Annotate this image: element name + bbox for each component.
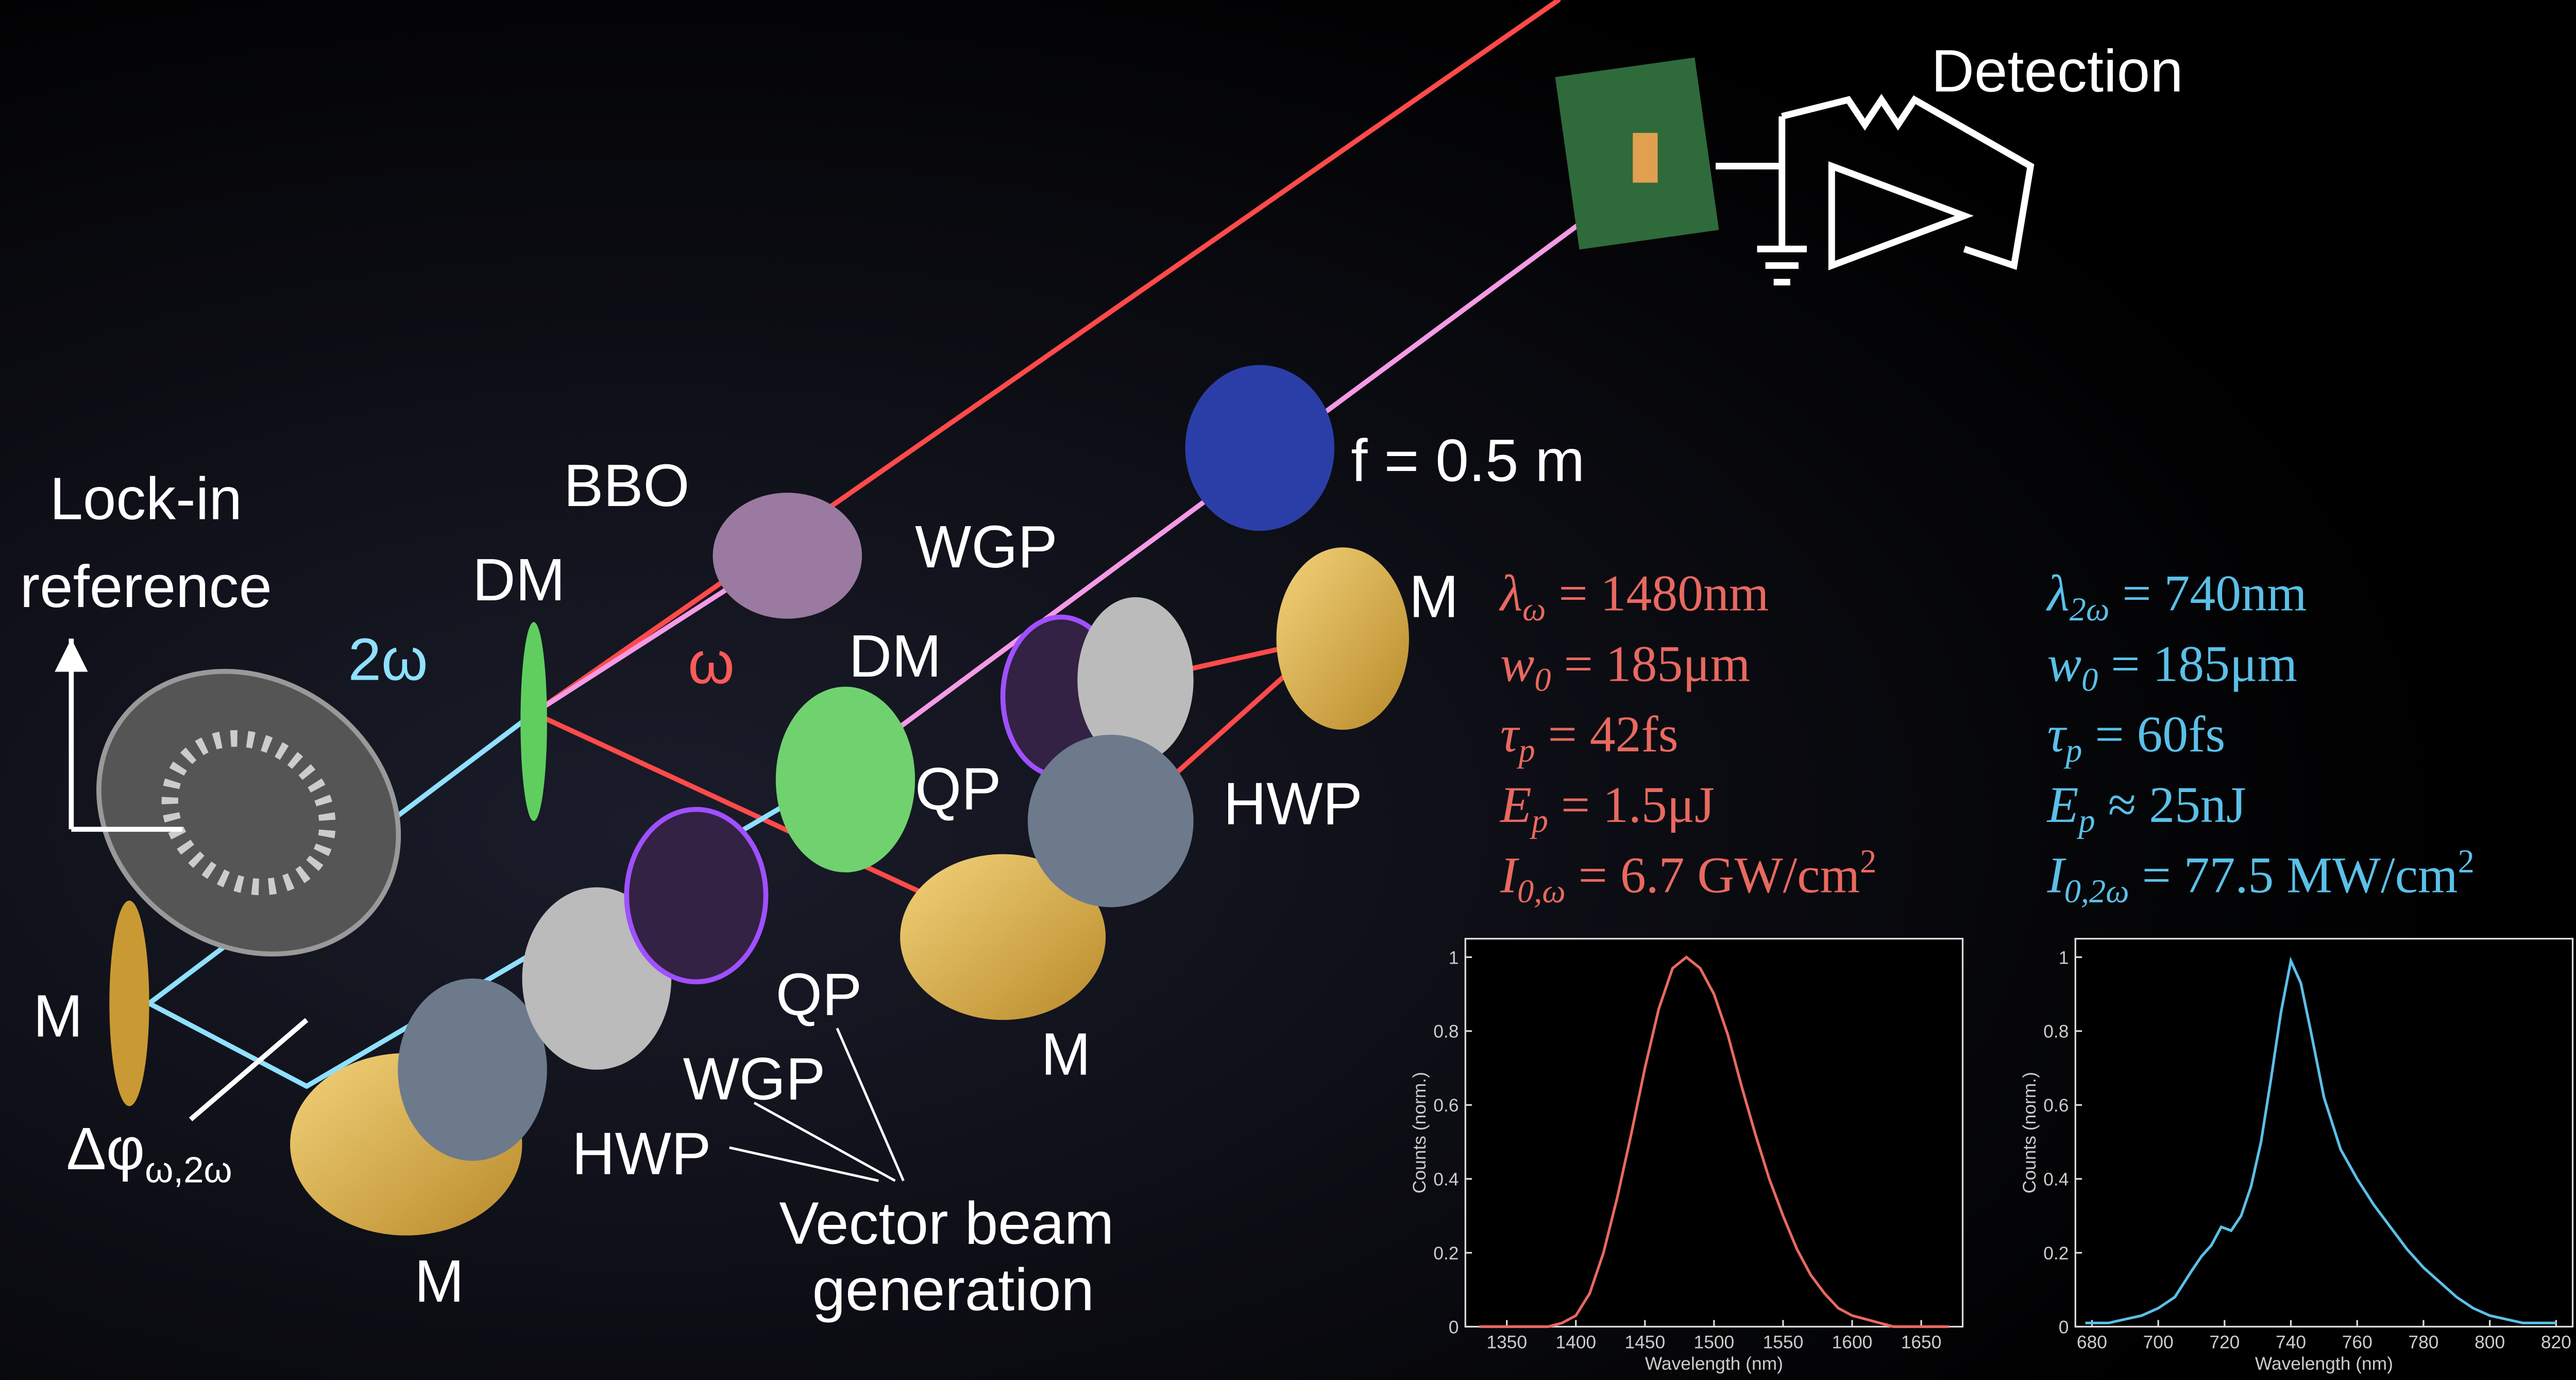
superscript: 2: [1860, 843, 1876, 880]
subscript: ω: [1522, 591, 1546, 628]
x-tick-label: 1650: [1901, 1332, 1942, 1352]
x-tick-label: 740: [2276, 1332, 2306, 1352]
label: DM: [472, 546, 565, 613]
superscript: 2: [2458, 843, 2475, 880]
y-tick-label: 0.6: [1433, 1096, 1459, 1116]
subscript: 0: [2081, 662, 2098, 698]
phase-sub: ω,2ω: [145, 1150, 232, 1190]
label: M: [1409, 563, 1459, 630]
parameter: Ep = 1.5μJ: [1499, 776, 1715, 839]
y-tick-label: 0: [1449, 1317, 1459, 1337]
x-tick-label: 700: [2143, 1332, 2174, 1352]
label: Detection: [1931, 37, 2183, 104]
x-tick-label: 1600: [1832, 1332, 1873, 1352]
value: = 1.5μJ: [1548, 776, 1715, 833]
y-tick-label: 0.4: [2043, 1170, 2069, 1190]
x-tick-label: 680: [2077, 1332, 2107, 1352]
x-tick-label: 720: [2209, 1332, 2240, 1352]
x-tick-label: 1450: [1624, 1332, 1665, 1352]
y-tick-label: 0.8: [2043, 1022, 2069, 1042]
subscript: p: [2077, 802, 2095, 839]
label: ω: [688, 629, 734, 696]
label: M: [1041, 1020, 1091, 1087]
symbol: E: [1499, 776, 1532, 833]
x-axis-label: Wavelength (nm): [2255, 1354, 2393, 1374]
symbol: I: [2047, 847, 2067, 904]
x-tick-label: 780: [2408, 1332, 2438, 1352]
symbol: τ: [1500, 705, 1520, 763]
value: = 1480nm: [1546, 565, 1769, 622]
x-tick-label: 1500: [1694, 1332, 1735, 1352]
parameter: Ep ≈ 25nJ: [2046, 776, 2246, 839]
x-tick-label: 820: [2541, 1332, 2571, 1352]
subscript: p: [1530, 802, 1548, 839]
label: QP: [915, 755, 1001, 822]
label: WGP: [915, 513, 1058, 580]
label: WGP: [683, 1046, 826, 1113]
x-tick-label: 1350: [1486, 1332, 1527, 1352]
symbol: E: [2046, 776, 2079, 833]
label: f = 0.5 m: [1351, 427, 1585, 494]
label: generation: [812, 1256, 1094, 1323]
value: = 60fs: [2082, 705, 2225, 763]
subscript: 2ω: [2070, 591, 2110, 628]
value: ≈ 25nJ: [2095, 776, 2246, 833]
symbol: λ: [1499, 565, 1522, 622]
y-tick-label: 1: [2059, 948, 2069, 968]
y-tick-label: 1: [1449, 948, 1459, 968]
figure: Detection f = 0.5 m BBO DM DM WGP QP HWP…: [0, 0, 2576, 1380]
label: DM: [849, 622, 941, 689]
y-tick-label: 0.2: [1433, 1243, 1459, 1264]
y-axis-label: Counts (norm.): [1410, 1072, 1430, 1193]
y-tick-label: 0: [2059, 1317, 2069, 1337]
label: Vector beam: [779, 1190, 1114, 1257]
subscript: p: [1517, 732, 1535, 768]
value: = 740nm: [2109, 565, 2307, 622]
symbol: τ: [2047, 705, 2067, 763]
phase: Δφ: [66, 1115, 145, 1182]
symbol: λ: [2046, 565, 2070, 622]
value: = 185μm: [1551, 635, 1751, 692]
y-tick-label: 0.4: [1433, 1170, 1459, 1190]
label: QP: [776, 961, 862, 1028]
symbol: w: [2047, 635, 2082, 692]
label: BBO: [564, 452, 690, 519]
value: = 185μm: [2098, 635, 2297, 692]
subscript: p: [2063, 732, 2082, 768]
y-tick-label: 0.2: [2043, 1243, 2069, 1264]
x-tick-label: 1550: [1763, 1332, 1804, 1352]
label: M: [414, 1248, 464, 1315]
subscript: 0,ω: [1517, 873, 1566, 910]
label: HWP: [572, 1120, 711, 1187]
symbol: I: [1500, 847, 1520, 904]
label: HWP: [1223, 770, 1362, 837]
value: = 77.5 MW/cm: [2129, 847, 2458, 904]
subscript: 0,2ω: [2064, 873, 2129, 910]
page: Detection f = 0.5 m BBO DM DM WGP QP HWP…: [0, 0, 2576, 1380]
x-axis-label: Wavelength (nm): [1645, 1354, 1783, 1374]
label: Lock-in: [50, 465, 242, 532]
y-tick-label: 0.8: [1433, 1022, 1459, 1042]
axes-box: [2075, 939, 2572, 1327]
label: 2ω: [348, 626, 428, 693]
subscript: 0: [1534, 662, 1551, 698]
label: reference: [20, 553, 272, 620]
value: = 42fs: [1535, 705, 1679, 763]
label: M: [33, 982, 82, 1049]
value: = 6.7 GW/cm: [1566, 847, 1860, 904]
y-axis-label: Counts (norm.): [2020, 1072, 2040, 1193]
y-tick-label: 0.6: [2043, 1096, 2069, 1116]
x-tick-label: 1400: [1555, 1332, 1596, 1352]
symbol: w: [1500, 635, 1535, 692]
x-tick-label: 760: [2342, 1332, 2372, 1352]
x-tick-label: 800: [2475, 1332, 2505, 1352]
